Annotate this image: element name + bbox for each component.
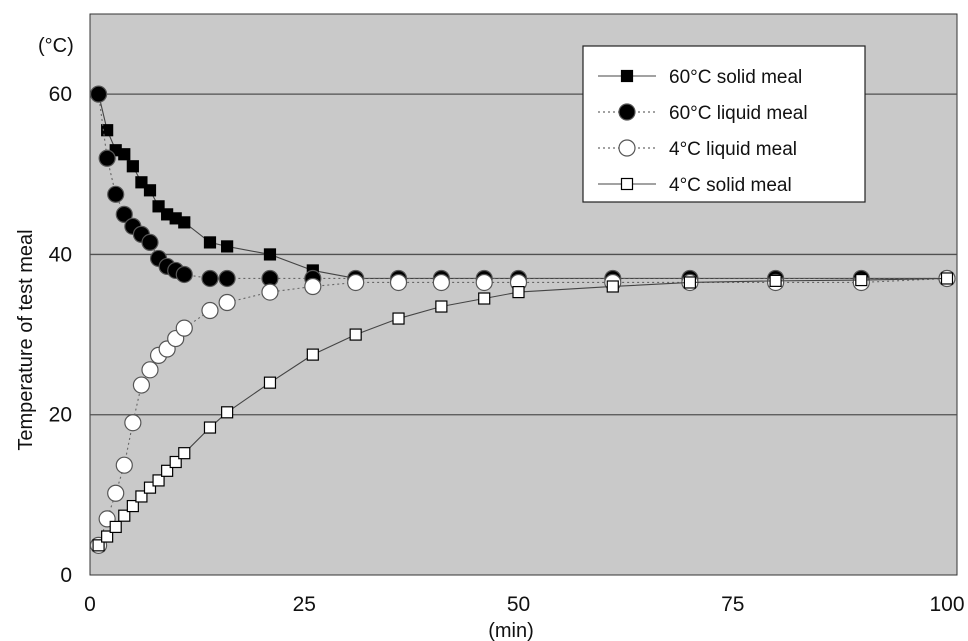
x-axis-label: (min)	[488, 620, 534, 641]
data-point	[178, 447, 191, 460]
data-point	[432, 273, 450, 292]
series	[92, 272, 954, 552]
data-point	[221, 406, 234, 419]
legend-marker	[620, 177, 634, 191]
data-point	[124, 414, 142, 432]
data-point	[512, 285, 525, 299]
data-point	[606, 280, 619, 293]
data-point	[115, 456, 133, 474]
y-tick-label: 60	[49, 83, 72, 106]
legend-marker	[618, 139, 636, 157]
data-point	[161, 464, 174, 477]
data-point	[221, 240, 234, 253]
legend-marker	[618, 103, 636, 121]
data-point	[263, 376, 277, 389]
data-point	[109, 520, 122, 534]
x-tick-label: 0	[84, 593, 96, 616]
data-point	[855, 273, 868, 287]
data-point	[769, 274, 782, 287]
x-tick-label: 100	[929, 593, 964, 616]
data-point	[101, 530, 114, 543]
data-point	[141, 361, 159, 379]
data-point	[126, 499, 139, 513]
data-point	[261, 283, 279, 301]
data-point	[107, 185, 125, 203]
series-layer	[89, 85, 956, 554]
data-point	[143, 481, 157, 494]
legend-marker	[620, 69, 634, 83]
x-tick-label: 75	[721, 593, 744, 616]
data-point	[89, 85, 108, 103]
data-point	[178, 216, 191, 229]
y-tick-label: 40	[49, 243, 72, 266]
data-point	[115, 205, 133, 223]
data-point	[169, 455, 182, 469]
x-tick-label: 50	[507, 593, 530, 616]
data-point	[478, 292, 491, 305]
legend-label: 4°C liquid meal	[669, 139, 797, 160]
data-point	[135, 176, 148, 189]
data-point	[304, 277, 322, 296]
data-point	[143, 184, 157, 197]
data-point	[683, 276, 697, 289]
y-axis-label: Temperature of test meal	[15, 229, 37, 450]
data-point	[218, 293, 236, 312]
data-point	[201, 301, 219, 320]
data-point	[132, 376, 151, 394]
data-point	[92, 539, 105, 552]
data-point	[475, 273, 493, 292]
data-point	[175, 319, 193, 337]
data-point	[141, 233, 159, 252]
data-point	[203, 421, 217, 434]
data-point	[135, 490, 148, 503]
legend-label: 60°C solid meal	[669, 67, 802, 88]
data-point	[306, 348, 319, 361]
data-point	[175, 265, 193, 284]
data-point	[152, 200, 165, 213]
data-point	[940, 272, 954, 285]
data-point	[126, 160, 139, 173]
data-point	[152, 474, 165, 487]
legend: 60°C solid meal 60°C liquid meal 4°C liqui…	[582, 45, 866, 203]
data-point	[392, 312, 405, 325]
data-point	[349, 328, 362, 341]
tick-labels: 0 20 40 60 0 25 50 75 100	[49, 83, 965, 616]
data-point	[347, 273, 365, 292]
y-tick-label: 20	[49, 404, 72, 427]
data-point	[107, 484, 125, 502]
data-point	[263, 248, 277, 261]
x-tick-label: 25	[293, 593, 316, 616]
data-point	[435, 300, 448, 313]
data-point	[101, 124, 114, 137]
legend-label: 4°C solid meal	[669, 175, 792, 196]
data-point	[389, 273, 408, 292]
data-point	[203, 236, 217, 249]
y-tick-label: 0	[60, 564, 72, 587]
y-unit-label: (°C)	[38, 35, 74, 57]
data-point	[118, 509, 131, 522]
data-point	[218, 269, 236, 288]
data-point	[98, 149, 116, 167]
data-point	[118, 148, 131, 161]
legend-label: 60°C liquid meal	[669, 103, 808, 124]
data-point	[201, 269, 219, 288]
